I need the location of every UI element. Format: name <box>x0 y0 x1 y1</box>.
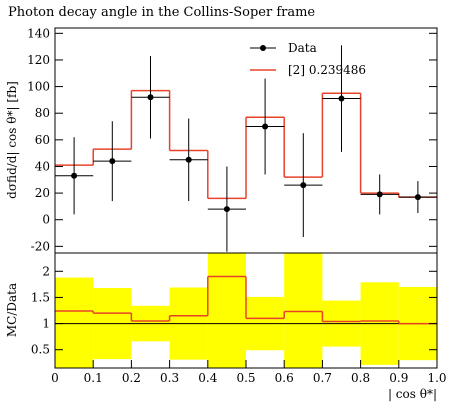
legend-label: Data <box>288 41 317 55</box>
x-tick-label: 0.6 <box>275 371 294 385</box>
uncertainty-band <box>207 253 246 368</box>
y-axis-label: MC/Data <box>5 283 19 337</box>
data-point <box>338 95 345 102</box>
chart-title: Photon decay angle in the Collins-Soper … <box>8 5 315 20</box>
data-point <box>71 172 78 179</box>
y-tick-label: 140 <box>27 26 50 40</box>
x-tick-label: 0.4 <box>198 371 217 385</box>
x-tick-label: 0.3 <box>160 371 179 385</box>
x-tick-label: 0.2 <box>122 371 141 385</box>
y-axis-label: dσfid/d| cos θ*| [fb] <box>5 81 19 199</box>
uncertainty-band <box>284 253 323 368</box>
y-tick-label: 1.5 <box>31 290 50 304</box>
frame <box>54 252 438 369</box>
uncertainty-band <box>55 277 94 368</box>
y-tick-label: 20 <box>35 186 50 200</box>
plot <box>55 45 437 252</box>
data-point <box>414 194 421 201</box>
data-point <box>376 191 383 198</box>
data-point <box>300 182 307 189</box>
x-tick-label: 0.5 <box>236 371 255 385</box>
plot <box>55 253 437 368</box>
x-tick-label: 0 <box>51 371 59 385</box>
y-tick-label: 0 <box>42 213 50 227</box>
x-tick-label: 0.9 <box>389 371 408 385</box>
x-tick-label: 0.7 <box>313 371 332 385</box>
x-tick-label: 1.0 <box>427 371 446 385</box>
legend-marker <box>260 45 266 51</box>
data-point <box>147 94 154 101</box>
y-tick-label: 80 <box>35 106 50 120</box>
x-axis-label: | cos θ*| <box>388 387 437 401</box>
data-point <box>223 206 230 213</box>
y-tick-label: -20 <box>31 239 50 253</box>
y-tick-label: 60 <box>35 133 50 147</box>
y-tick-label: 40 <box>35 159 50 173</box>
data-point <box>262 123 269 130</box>
y-tick-label: 100 <box>27 80 50 94</box>
data-point <box>109 158 116 165</box>
y-tick-label: 1 <box>42 317 50 331</box>
legend-label: [2] 0.239486 <box>288 63 366 77</box>
y-tick-label: 120 <box>27 53 50 67</box>
y-tick-label: 2 <box>42 264 50 278</box>
data-point <box>185 156 192 163</box>
x-tick-label: 0.1 <box>84 371 103 385</box>
y-tick-label: 0.5 <box>31 343 50 357</box>
x-tick-label: 0.8 <box>351 371 370 385</box>
